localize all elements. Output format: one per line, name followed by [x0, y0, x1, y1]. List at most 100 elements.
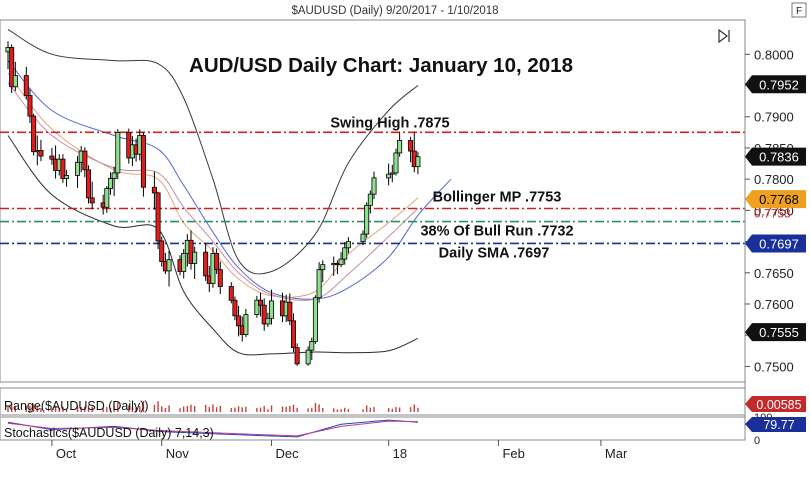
candle [104, 186, 110, 213]
candle [389, 164, 395, 183]
candle-body [23, 75, 29, 96]
candle-body [309, 341, 315, 351]
candle [89, 181, 95, 210]
level-label-2: Bollinger MP .7753 [433, 189, 562, 205]
candle-body [214, 253, 220, 271]
candle-body [408, 140, 414, 152]
candle [214, 248, 220, 275]
candle-body [181, 253, 187, 272]
price-tag: 0.7697 [745, 234, 806, 253]
candle [294, 343, 300, 366]
candle [31, 113, 37, 156]
range-tag-text: 0.00585 [756, 398, 801, 412]
candle-body [166, 259, 172, 272]
f-button[interactable]: F [791, 2, 807, 18]
candle-body [320, 264, 326, 271]
price-tag: 0.7952 [745, 75, 806, 94]
candle-body [159, 240, 165, 262]
date-axis: Oct Nov Dec 18 Feb Mar [0, 439, 745, 461]
candle-body [287, 301, 293, 322]
candle-body [104, 188, 110, 208]
candle-body [107, 178, 113, 189]
candle [181, 249, 187, 279]
price-tag-text: 0.7555 [759, 325, 799, 340]
candle-body [397, 140, 403, 154]
candle [386, 163, 392, 186]
candle [290, 313, 296, 353]
candle-body [31, 115, 37, 153]
candle-body [9, 47, 15, 88]
candle-body [38, 150, 44, 157]
candle-body [192, 251, 198, 264]
candle-body [243, 314, 249, 335]
level-lines [0, 131, 745, 245]
candle [269, 289, 275, 325]
candle-body [393, 152, 399, 174]
candle-body [360, 233, 366, 242]
candle-body [217, 269, 223, 287]
stochastics-lines [7, 419, 418, 438]
candle [49, 147, 55, 165]
candle [261, 298, 267, 331]
candle-body [415, 156, 421, 168]
indicator-line-5 [7, 82, 419, 301]
candle-body [265, 317, 271, 325]
candle-body [294, 347, 300, 365]
y-tick-label: 0.7500 [754, 359, 794, 374]
candle-body [290, 320, 296, 349]
range-panel [0, 387, 746, 416]
candle-body [261, 304, 267, 325]
candle [60, 154, 66, 183]
indicator-lines [7, 28, 452, 356]
x-tick-label: Dec [276, 446, 300, 461]
candle [82, 147, 88, 178]
candle [305, 346, 311, 366]
candle [159, 236, 165, 267]
indicator-line-3 [7, 60, 452, 300]
candle [12, 61, 18, 92]
candle-body [254, 299, 260, 315]
candle-body [338, 258, 344, 266]
chart-annotations: Swing High .7875 Bollinger MP .7753 38% Of… [330, 115, 573, 261]
candle-body [12, 75, 18, 88]
stochastics-axis: 10079.770 [745, 412, 806, 447]
candle-body [64, 175, 70, 179]
candle-body [364, 204, 370, 235]
candle [86, 165, 92, 204]
toggle-icon[interactable] [718, 28, 730, 44]
stoch-tick-0: 0 [754, 435, 760, 447]
y-tick-label: 0.7650 [754, 266, 794, 281]
candle [320, 260, 326, 283]
candle-body [367, 193, 373, 206]
x-tick-label: Nov [166, 446, 190, 461]
x-tick-label: Feb [502, 446, 524, 461]
candle-body [371, 177, 377, 195]
candle [27, 88, 33, 123]
candle-body [345, 241, 351, 249]
candle [64, 169, 70, 187]
candle-body [389, 172, 395, 175]
candle [232, 296, 238, 321]
candle-body [312, 297, 318, 342]
candle [107, 172, 113, 195]
y-tick-label: 0.8000 [754, 47, 794, 62]
stochastics-label: Stochastics($AUDUSD (Daily) 7,14,3) [4, 426, 214, 440]
range-value-tag: 0.00585 [745, 396, 806, 412]
price-tag-text: 0.7768 [759, 192, 799, 207]
candle [9, 44, 15, 94]
chart-header-title: $AUDUSD (Daily) 9/20/2017 - 1/10/2018 [291, 5, 498, 17]
candle-body [228, 286, 234, 301]
x-tick-label: Mar [605, 446, 628, 461]
x-tick-label: Oct [56, 446, 77, 461]
candle [397, 132, 403, 157]
y-tick-label: 0.7600 [754, 297, 794, 312]
stochastics-line-2 [7, 420, 418, 437]
candle [111, 166, 117, 197]
candle [115, 129, 121, 180]
candlesticks [5, 41, 421, 366]
candle [316, 262, 322, 303]
candle-body [115, 131, 121, 174]
candle [243, 308, 249, 338]
candle [338, 252, 344, 268]
